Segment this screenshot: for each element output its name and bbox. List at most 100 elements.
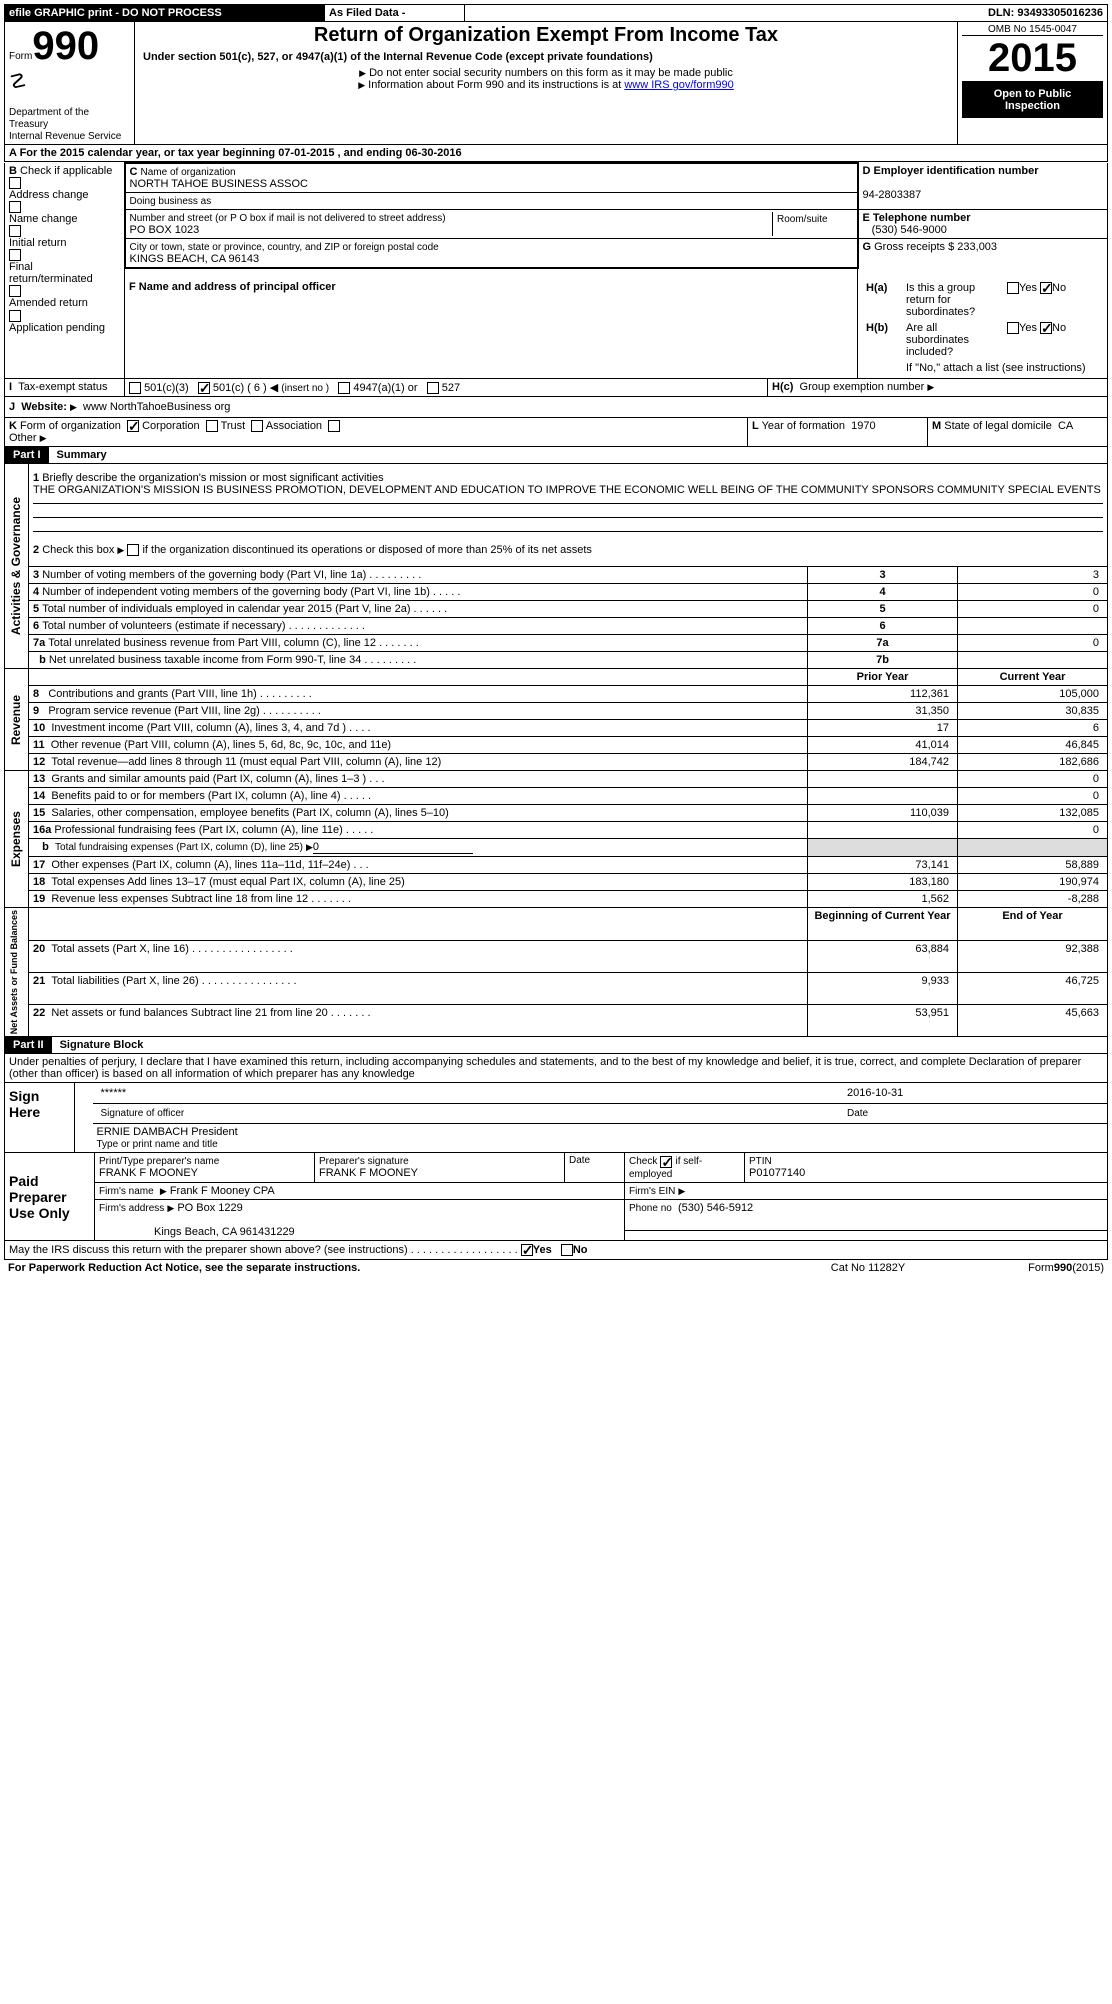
- open-inspection: Open to Public Inspection: [962, 82, 1103, 118]
- state-domicile: CA: [1058, 420, 1073, 432]
- part-ii: Part II Signature Block: [4, 1037, 1108, 1053]
- footer-cat: Cat No 11282Y: [768, 1260, 968, 1276]
- omb-number: OMB No 1545-0047: [962, 24, 1103, 36]
- rev-8-py: 112,361: [808, 686, 958, 703]
- net-21-py: 9,933: [808, 972, 958, 1004]
- exp-17-py: 73,141: [808, 857, 958, 874]
- net-20-cy: 92,388: [958, 940, 1108, 972]
- discuss-no-checkbox[interactable]: [561, 1244, 573, 1256]
- street: PO BOX 1023: [130, 224, 200, 236]
- amended-return-checkbox[interactable]: [9, 285, 21, 297]
- trust-checkbox[interactable]: [206, 420, 218, 432]
- firm-addr2: Kings Beach, CA 961431229: [154, 1226, 295, 1238]
- exp-13-py: [808, 771, 958, 788]
- other-checkbox[interactable]: [328, 420, 340, 432]
- section-f-label: F Name and address of principal officer: [129, 281, 336, 293]
- beg-year-header: Beginning of Current Year: [808, 908, 958, 940]
- assoc-checkbox[interactable]: [251, 420, 263, 432]
- sign-here-label: Sign Here: [5, 1083, 75, 1124]
- hb-yes-checkbox[interactable]: [1007, 322, 1019, 334]
- rev-section-label: Revenue: [9, 695, 23, 745]
- firm-phone: (530) 546-5912: [678, 1202, 753, 1214]
- form-title: Return of Organization Exempt From Incom…: [139, 24, 953, 47]
- current-year-header: Current Year: [958, 669, 1108, 686]
- app-pending-checkbox[interactable]: [9, 310, 21, 322]
- officer-name: ERNIE DAMBACH President: [97, 1126, 238, 1138]
- net-21-cy: 46,725: [958, 972, 1108, 1004]
- paid-preparer-block: Paid Preparer Use Only Print/Type prepar…: [4, 1153, 1108, 1240]
- part-i: Part I Summary: [4, 447, 1108, 464]
- part-i-body: Activities & Governance 1 Briefly descri…: [4, 464, 1108, 1037]
- tax-year: 2015: [962, 36, 1103, 82]
- city: KINGS BEACH, CA 96143: [130, 253, 260, 265]
- exp-18-py: 183,180: [808, 874, 958, 891]
- 501c3-checkbox[interactable]: [129, 382, 141, 394]
- org-name: NORTH TAHOE BUSINESS ASSOC: [130, 178, 309, 190]
- footer-left: For Paperwork Reduction Act Notice, see …: [4, 1260, 768, 1276]
- ha-no-checkbox[interactable]: [1040, 282, 1052, 294]
- sig-date: 2016-10-31: [843, 1085, 1103, 1101]
- firm-addr1: PO Box 1229: [177, 1202, 242, 1214]
- exp-14-py: [808, 788, 958, 805]
- exp-14-cy: 0: [958, 788, 1108, 805]
- rev-11-cy: 46,845: [958, 737, 1108, 754]
- hb-no-checkbox[interactable]: [1040, 322, 1052, 334]
- exp-15-cy: 132,085: [958, 805, 1108, 822]
- ha-yes-checkbox[interactable]: [1007, 282, 1019, 294]
- gov-section-label: Activities & Governance: [9, 497, 23, 635]
- exp-16a-py: [808, 822, 958, 839]
- exp-13-cy: 0: [958, 771, 1108, 788]
- top-bar: efile GRAPHIC print - DO NOT PROCESS As …: [4, 4, 1108, 22]
- signature-block: Sign Here ******2016-10-31 Signature of …: [4, 1083, 1108, 1153]
- ein: 94-2803387: [863, 189, 922, 201]
- gov-val-3: 3: [958, 567, 1108, 584]
- prior-year-header: Prior Year: [808, 669, 958, 686]
- 501c-checkbox[interactable]: [198, 382, 210, 394]
- perjury-declaration: Under penalties of perjury, I declare th…: [4, 1053, 1108, 1083]
- rev-12-cy: 182,686: [958, 754, 1108, 771]
- paid-preparer-label: Paid Preparer Use Only: [5, 1153, 95, 1240]
- addr-change-checkbox[interactable]: [9, 177, 21, 189]
- rev-9-cy: 30,835: [958, 703, 1108, 720]
- final-return-checkbox[interactable]: [9, 249, 21, 261]
- year-formation: 1970: [851, 420, 875, 432]
- gov-val-5: 0: [958, 601, 1108, 618]
- form-number: 990: [32, 24, 99, 68]
- discuss-yes-checkbox[interactable]: [521, 1244, 533, 1256]
- firm-name: Frank F Mooney CPA: [170, 1185, 275, 1197]
- form-subtitle: Under section 501(c), 527, or 4947(a)(1)…: [139, 47, 953, 67]
- initial-return-checkbox[interactable]: [9, 225, 21, 237]
- rev-10-py: 17: [808, 720, 958, 737]
- discontinued-checkbox[interactable]: [127, 544, 139, 556]
- corp-checkbox[interactable]: [127, 420, 139, 432]
- phone: (530) 546-9000: [872, 224, 947, 236]
- gov-val-7a: 0: [958, 635, 1108, 652]
- net-22-py: 53,951: [808, 1005, 958, 1037]
- section-j: J Website: www NorthTahoeBusiness org: [4, 397, 1108, 418]
- section-klm: K Form of organization Corporation Trust…: [4, 418, 1108, 447]
- self-employed-checkbox[interactable]: [660, 1156, 672, 1168]
- footer: For Paperwork Reduction Act Notice, see …: [4, 1260, 1108, 1276]
- name-change-checkbox[interactable]: [9, 201, 21, 213]
- mission-text: THE ORGANIZATION'S MISSION IS BUSINESS P…: [33, 484, 1101, 496]
- exp-16a-cy: 0: [958, 822, 1108, 839]
- rev-12-py: 184,742: [808, 754, 958, 771]
- gov-val-7b: [958, 652, 1108, 669]
- end-year-header: End of Year: [958, 908, 1108, 940]
- exp-section-label: Expenses: [9, 811, 23, 867]
- exp-19-py: 1,562: [808, 891, 958, 908]
- discuss-row: May the IRS discuss this return with the…: [4, 1241, 1108, 1260]
- gov-val-4: 0: [958, 584, 1108, 601]
- ptin: P01077140: [749, 1167, 805, 1179]
- net-20-py: 63,884: [808, 940, 958, 972]
- part-ii-header: Part II: [5, 1037, 52, 1053]
- section-i: I Tax-exempt status 501(c)(3) 501(c) ( 6…: [4, 379, 1108, 397]
- 4947-checkbox[interactable]: [338, 382, 350, 394]
- website: www NorthTahoeBusiness org: [83, 401, 230, 413]
- net-22-cy: 45,663: [958, 1005, 1108, 1037]
- irs-link[interactable]: www IRS gov/form990: [624, 79, 733, 91]
- gross-receipts: 233,003: [957, 241, 997, 253]
- footer-form: Form990(2015): [968, 1260, 1108, 1276]
- preparer-sig: FRANK F MOONEY: [319, 1167, 418, 1179]
- 527-checkbox[interactable]: [427, 382, 439, 394]
